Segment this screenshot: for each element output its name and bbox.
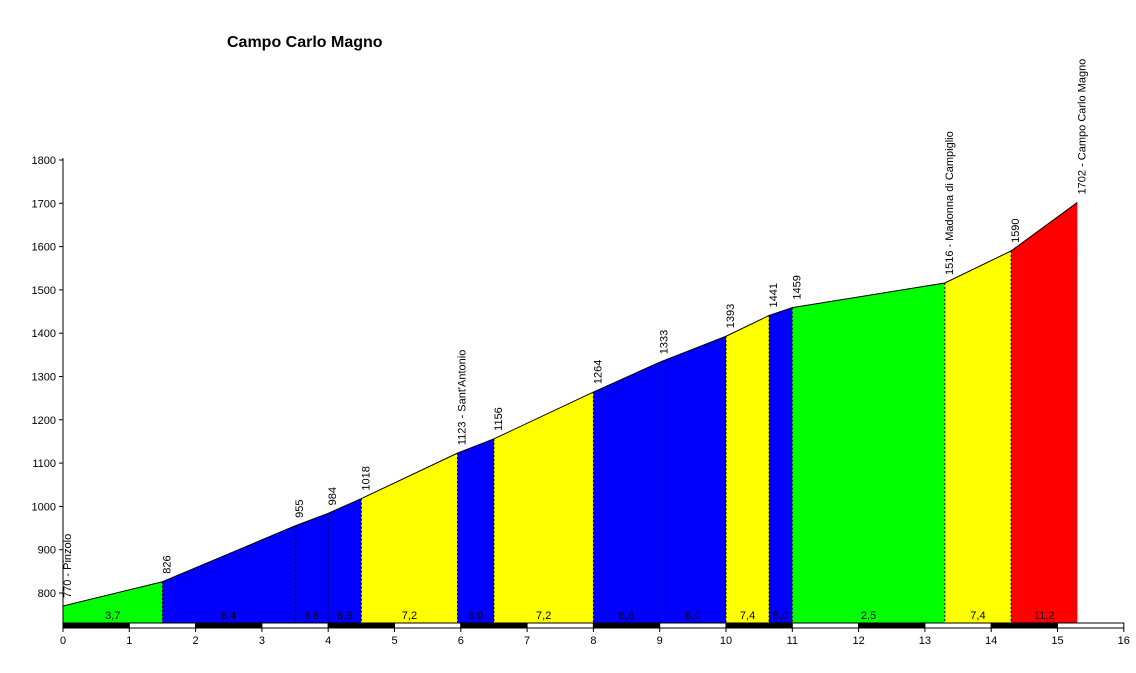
point-label: 1333	[659, 330, 671, 354]
point-label: 770 - Pinzolo	[62, 534, 74, 598]
km-bar: 0 1 2 3 4 5 6 7 8 9 10 11 12 13 14 15 163,7 7,2 6,0 7,2 7,4 5…	[60, 610, 1130, 647]
y-tick-label: 900	[38, 545, 56, 557]
gradient-label: 3,7	[105, 610, 120, 622]
gradient-label: 5,0	[773, 610, 788, 622]
x-tick-label: 12	[852, 635, 864, 647]
km-bar-cell	[62, 622, 130, 629]
gradient-label: 7,2	[536, 610, 551, 622]
gradient-label: 6,6	[304, 610, 319, 622]
gradient-label: 2,5	[861, 610, 876, 622]
gradient-segment-4	[457, 438, 494, 623]
y-tick-label: 1100	[32, 458, 56, 470]
y-tick-label: 1600	[32, 242, 56, 254]
y-tick-label: 1200	[32, 415, 56, 427]
point-label: 826	[161, 555, 173, 573]
y-tick-label: 1500	[32, 285, 56, 297]
point-label: 1123 - Sant'Antonio	[456, 350, 468, 445]
gradient-areas	[63, 202, 1078, 623]
x-tick-label: 5	[391, 635, 397, 647]
km-bar-cell	[725, 622, 793, 629]
km-bar-cell	[791, 622, 860, 629]
km-bar-cell	[327, 622, 396, 629]
km-bar-cell	[526, 622, 594, 629]
point-labels: 770 - Pinzolo 826 955 984 1018 1123 - Sant'An…	[62, 59, 1088, 598]
x-tick-label: 7	[524, 635, 530, 647]
segment-dividers	[161, 250, 1012, 623]
gradient-label: 6,8	[337, 610, 352, 622]
km-bar-cell	[659, 622, 727, 629]
gradient-label: 7,4	[740, 610, 755, 622]
gradient-label: 6,6	[619, 610, 634, 622]
gradient-segment-2	[162, 498, 362, 623]
x-tick-label: 14	[985, 635, 997, 647]
point-label: 1156	[493, 407, 505, 431]
y-tick-label: 1800	[32, 155, 56, 167]
y-tick-label: 1400	[32, 328, 56, 340]
km-bar-cell	[460, 622, 528, 629]
gradient-segment-5	[493, 392, 594, 623]
x-tick-label: 15	[1051, 635, 1063, 647]
y-tick-label: 800	[38, 588, 56, 600]
x-tick-label: 9	[657, 635, 663, 647]
km-bar-cell	[261, 622, 329, 629]
altitude-line	[62, 202, 1078, 607]
y-tick-label: 1700	[32, 198, 56, 210]
km-bar-cell	[128, 622, 197, 629]
km-bar-cell	[195, 622, 263, 629]
km-bar-cell	[858, 622, 926, 629]
point-label: 1393	[725, 304, 737, 328]
gradient-label: 11,2	[1034, 610, 1055, 622]
gradient-label: 7,4	[970, 610, 985, 622]
gradient-label: 6,4	[221, 610, 236, 622]
point-label: 1590	[1010, 218, 1022, 242]
x-tick-label: 16	[1118, 635, 1130, 647]
x-tick-label: 0	[60, 635, 66, 647]
x-tick-label: 13	[919, 635, 931, 647]
km-bar-cell	[924, 622, 992, 629]
km-bar-cell	[1057, 622, 1125, 629]
x-tick-label: 6	[458, 635, 464, 647]
axes: 800 900 1000 1100 1200 1300 1400 1500 1600 1700 18…	[32, 155, 64, 623]
point-label: 1702 - Campo Carlo Magno	[1076, 59, 1088, 195]
gradient-segment-7	[726, 315, 770, 623]
x-tick-label: 8	[590, 635, 596, 647]
x-tick-label: 10	[720, 635, 732, 647]
gradient-segment-9	[792, 282, 945, 623]
point-label: 1516 - Madonna di Campiglio	[944, 131, 956, 275]
point-label: 1264	[592, 360, 604, 384]
point-label: 1441	[768, 283, 780, 307]
gradient-label: 7,2	[402, 610, 417, 622]
gradient-segment-10	[944, 250, 1012, 623]
x-tick-label: 1	[126, 635, 132, 647]
km-bar-cell	[592, 622, 661, 629]
y-tick-label: 1300	[32, 372, 56, 384]
point-label: 1459	[791, 275, 803, 299]
gradient-label: 6,0	[468, 610, 483, 622]
chart-title: Campo Carlo Magno	[227, 34, 383, 51]
km-bar-cell	[394, 622, 462, 629]
gradient-segment-8	[769, 307, 793, 623]
x-tick-label: 4	[325, 635, 331, 647]
x-tick-label: 3	[259, 635, 265, 647]
gradient-segment-1	[63, 581, 163, 623]
gradient-segment-3	[361, 453, 458, 623]
point-label: 1018	[360, 466, 372, 490]
km-bar-cell	[990, 622, 1059, 629]
point-label: 955	[294, 500, 306, 518]
y-tick-label: 1000	[32, 501, 56, 513]
gradient-label: 6,0	[685, 610, 700, 622]
gradient-segment-11	[1011, 202, 1078, 623]
profile-line	[62, 202, 1078, 607]
x-tick-label: 11	[787, 635, 798, 647]
point-label: 984	[327, 487, 339, 505]
x-tick-label: 2	[193, 635, 199, 647]
